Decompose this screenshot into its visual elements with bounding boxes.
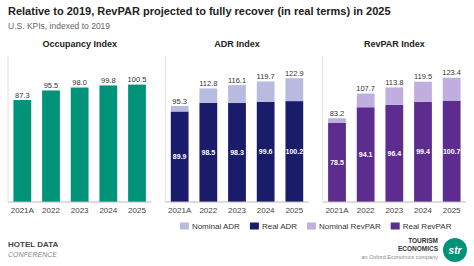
legend-label: Real ADR [262,222,297,231]
total-label: 107.7 [356,84,375,93]
legend-swatch [391,223,400,230]
bar [228,103,246,202]
panel: ADR Index 89.9 98.5 98.3 99.6 100.2 95.3 112.8 1… [165,39,308,215]
title: Relative to 2019, RevPAR projected to fu… [8,5,391,17]
bar [357,107,375,202]
bar [328,123,346,202]
bar [328,118,346,123]
x-tick-label: 2023 [228,206,246,215]
x-axis-line [165,202,308,203]
data-label: 96.4 [388,150,402,157]
bar [443,101,461,202]
data-label: 94.1 [359,151,373,158]
legend-swatch [250,223,259,230]
bar [99,85,117,202]
panel: Occupancy Index 87.3 95.5 98.0 99.8 100.5 2021… [8,39,151,215]
total-label: 83.2 [330,109,345,118]
chart: Relative to 2019, RevPAR projected to fu… [0,0,474,266]
data-label: 89.9 [173,153,187,160]
bar [357,94,375,108]
data-label: 100.5 [128,75,147,84]
logo-circle [443,238,467,262]
total-label: 95.3 [172,97,187,106]
y-axis-line [322,56,323,202]
data-label: 78.5 [330,159,344,166]
x-tick-label: 2025 [128,206,146,215]
bars [171,78,303,202]
bars [328,78,460,202]
x-tick-label: 2021A [325,206,349,215]
x-tick-label: 2023 [71,206,89,215]
x-axis-line [323,202,466,203]
bar [385,105,403,202]
data-label: 99.4 [416,148,430,155]
bar [257,81,275,101]
annotation: ECONOMICS [398,245,439,252]
bar [199,88,217,102]
total-label: 122.9 [285,69,304,78]
x-tick-label: 2024 [257,206,275,215]
bar [285,101,303,202]
panel-title: ADR Index [214,39,260,49]
bar [42,90,60,202]
legend-swatch [180,223,189,230]
legend-swatch [307,223,316,230]
x-tick-label: 2021A [11,206,35,215]
legend-label: Real RevPAR [403,222,452,231]
total-label: 119.5 [414,72,432,81]
data-label: 95.5 [44,81,59,90]
data-label: 100.7 [443,148,461,155]
panel-title: Occupancy Index [42,39,117,49]
data-label: 99.8 [101,76,116,85]
total-label: 112.8 [199,79,217,88]
total-label: 123.4 [442,68,461,77]
data-label: 87.3 [15,91,30,100]
bar [13,100,31,202]
total-label: 119.7 [257,72,275,81]
x-tick-label: 2021A [168,206,192,215]
annotation: HOTEL DATA [8,240,58,249]
panel: RevPAR Index 78.5 94.1 96.4 99.4 100.7 83.2 107… [323,39,466,215]
data-label: 98.0 [72,78,87,87]
bar [285,78,303,101]
legend-label: Nominal ADR [192,222,240,231]
x-tick-label: 2025 [285,206,303,215]
data-label: 98.3 [230,149,244,156]
x-tick-label: 2022 [199,206,217,215]
logo-text: str [449,245,463,256]
bar [443,78,461,101]
bar [71,88,89,202]
panel-title: RevPAR Index [364,39,425,49]
x-tick-label: 2025 [443,206,461,215]
data-label: 98.5 [202,149,216,156]
x-tick-label: 2024 [99,206,117,215]
annotation: an Oxford Economics company [362,254,439,260]
total-label: 113.8 [385,78,403,87]
x-tick-label: 2022 [357,206,375,215]
bar [171,106,189,111]
x-tick-label: 2023 [385,206,403,215]
bar [414,82,432,102]
bars [13,85,145,202]
x-axis-line [8,202,151,203]
total-label: 116.1 [228,76,246,85]
x-tick-label: 2022 [42,206,60,215]
annotation: CONFERENCE [8,251,57,258]
bar [228,85,246,103]
legend-label: Nominal RevPAR [319,222,381,231]
data-label: 99.6 [259,148,273,155]
bar [414,102,432,202]
subtitle: U.S. KPIs, indexed to 2019 [8,21,110,31]
bar [385,87,403,105]
legend: Nominal ADR Real ADR Nominal RevPAR Real Re… [180,222,452,231]
bar [128,85,146,202]
y-axis-line [8,56,9,202]
bar [171,111,189,202]
x-tick-label: 2024 [414,206,432,215]
annotation: TOURISM [408,237,438,244]
data-label: 100.2 [286,148,304,155]
bar [199,103,217,202]
bar [257,102,275,202]
y-axis-line [165,56,166,202]
